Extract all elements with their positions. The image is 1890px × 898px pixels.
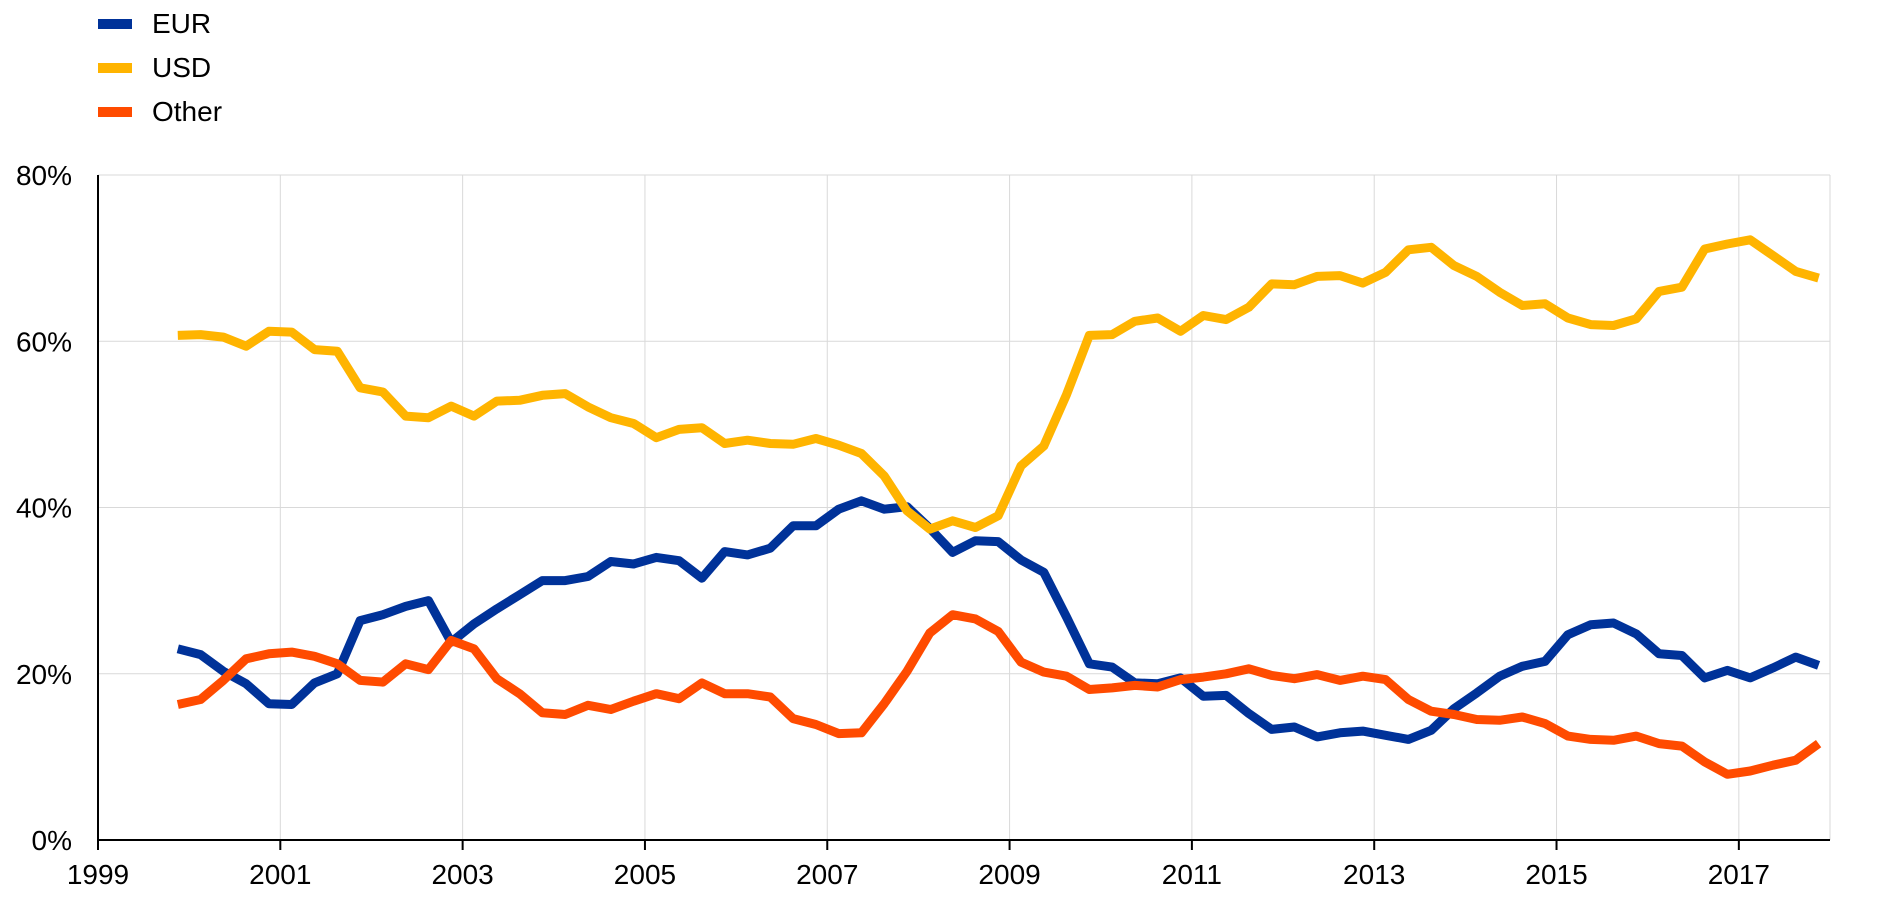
x-tick-label: 2007 — [796, 859, 858, 890]
series-line-eur — [176, 496, 1821, 744]
x-axis-tick-labels: 1999 2001 2003 2005 2007 2009 2011 2013 2015 2017 — [67, 859, 1770, 890]
legend-swatch-other — [98, 107, 132, 117]
series-line-other — [176, 610, 1822, 779]
y-tick-label: 20% — [16, 659, 72, 690]
x-tick-label: 2005 — [614, 859, 676, 890]
legend: EUR USD Other — [98, 2, 222, 134]
x-tick-label: 2011 — [1162, 859, 1222, 890]
y-tick-label: 80% — [16, 160, 72, 191]
y-tick-label: 60% — [16, 326, 72, 357]
x-tick-label: 2001 — [249, 859, 311, 890]
x-tick-label: 2013 — [1343, 859, 1405, 890]
legend-label-other: Other — [152, 96, 223, 127]
x-tick-label: 1999 — [67, 859, 129, 890]
axes — [97, 175, 1830, 850]
x-tick-label: 2009 — [978, 859, 1040, 890]
legend-item-usd: USD — [98, 46, 222, 90]
x-tick-label: 2015 — [1525, 859, 1587, 890]
x-tick-label: 2017 — [1708, 859, 1770, 890]
y-tick-label: 0% — [32, 825, 72, 856]
legend-swatch-usd — [98, 63, 132, 73]
legend-label-eur: EUR — [152, 8, 212, 39]
series-line-usd — [177, 235, 1820, 534]
legend-label-usd: USD — [152, 52, 212, 83]
legend-swatch-eur — [98, 19, 132, 29]
y-tick-label: 40% — [16, 493, 72, 524]
y-axis-tick-labels: 0% 20% 40% 60% 80% — [16, 160, 72, 856]
legend-item-other: Other — [98, 90, 222, 134]
x-tick-label: 2003 — [431, 859, 493, 890]
legend-item-eur: EUR — [98, 2, 222, 46]
series-lines — [176, 235, 1822, 779]
